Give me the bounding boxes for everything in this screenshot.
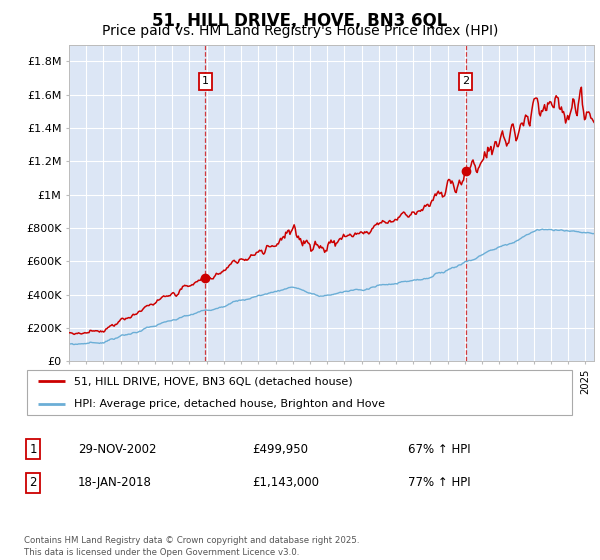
- Text: HPI: Average price, detached house, Brighton and Hove: HPI: Average price, detached house, Brig…: [74, 399, 385, 409]
- Text: 1: 1: [202, 76, 209, 86]
- Text: 1: 1: [29, 442, 37, 456]
- Text: 18-JAN-2018: 18-JAN-2018: [78, 476, 152, 489]
- Text: Price paid vs. HM Land Registry's House Price Index (HPI): Price paid vs. HM Land Registry's House …: [102, 24, 498, 38]
- Text: 77% ↑ HPI: 77% ↑ HPI: [408, 476, 470, 489]
- Text: 2: 2: [462, 76, 469, 86]
- Text: £499,950: £499,950: [252, 442, 308, 456]
- Text: £1,143,000: £1,143,000: [252, 476, 319, 489]
- Text: 51, HILL DRIVE, HOVE, BN3 6QL: 51, HILL DRIVE, HOVE, BN3 6QL: [152, 12, 448, 30]
- Text: 29-NOV-2002: 29-NOV-2002: [78, 442, 157, 456]
- Text: 2: 2: [29, 476, 37, 489]
- Text: Contains HM Land Registry data © Crown copyright and database right 2025.
This d: Contains HM Land Registry data © Crown c…: [24, 536, 359, 557]
- Text: 67% ↑ HPI: 67% ↑ HPI: [408, 442, 470, 456]
- FancyBboxPatch shape: [27, 370, 572, 415]
- Text: 51, HILL DRIVE, HOVE, BN3 6QL (detached house): 51, HILL DRIVE, HOVE, BN3 6QL (detached …: [74, 376, 352, 386]
